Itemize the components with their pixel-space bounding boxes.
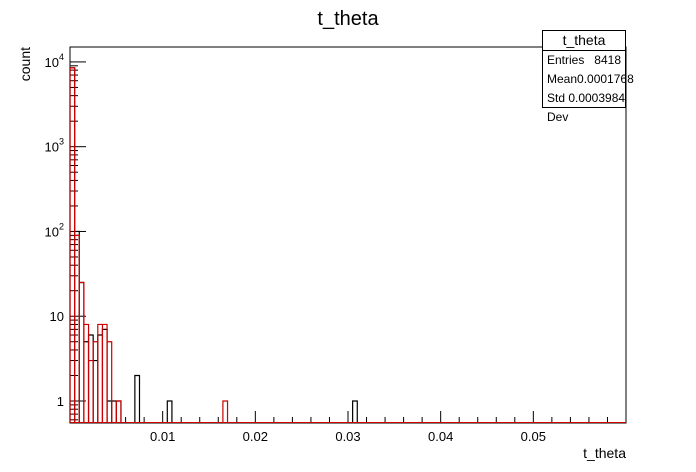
x-tick-label: 0.03 — [335, 429, 360, 444]
x-axis-label: t_theta — [583, 445, 626, 461]
x-tick-label: 0.01 — [150, 429, 175, 444]
chart-title: t_theta — [317, 8, 379, 30]
y-axis-label: count — [17, 47, 33, 81]
x-tick-label: 0.04 — [428, 429, 453, 444]
stats-stddev-label: Std Dev — [547, 91, 569, 124]
stats-mean-value: 0.0001768 — [577, 72, 634, 86]
stats-entries-label: Entries — [547, 53, 585, 67]
stats-box-title: t_theta — [543, 31, 625, 51]
stats-box: t_theta Entries 8418 Mean 0.0001768 Std … — [542, 30, 634, 124]
histogram-series-1 — [69, 67, 358, 423]
histogram-series-group — [69, 67, 626, 423]
y-tick-label: 1 — [57, 394, 64, 409]
stats-row-entries: Entries 8418 — [543, 51, 625, 70]
stats-stddev-value: 0.0003984 — [568, 91, 626, 105]
stats-row-stddev: Std Dev 0.0003984 — [543, 89, 626, 124]
x-tick-label: 0.02 — [243, 429, 268, 444]
axes-group: 0.01 0.02 0.03 0.04 0.05 1 10 102 103 104 — [45, 52, 608, 444]
stats-entries-value: 8418 — [594, 53, 621, 67]
y-tick-label: 104 — [45, 52, 64, 70]
y-tick-label: 102 — [45, 221, 64, 239]
histogram-series-2 — [69, 67, 229, 423]
y-tick-label: 10 — [50, 309, 64, 324]
stats-mean-label: Mean — [547, 72, 578, 86]
stats-row-mean: Mean 0.0001768 — [543, 70, 634, 89]
y-tick-label: 103 — [45, 137, 64, 155]
x-tick-label: 0.05 — [521, 429, 546, 444]
